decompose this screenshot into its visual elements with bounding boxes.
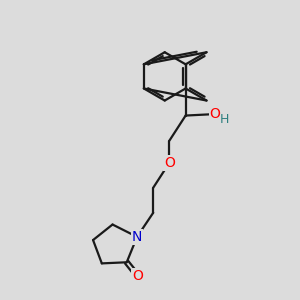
Text: H: H xyxy=(220,112,229,126)
Text: O: O xyxy=(132,268,143,283)
Text: O: O xyxy=(164,156,175,170)
Text: N: N xyxy=(132,230,142,244)
Text: O: O xyxy=(210,107,220,121)
